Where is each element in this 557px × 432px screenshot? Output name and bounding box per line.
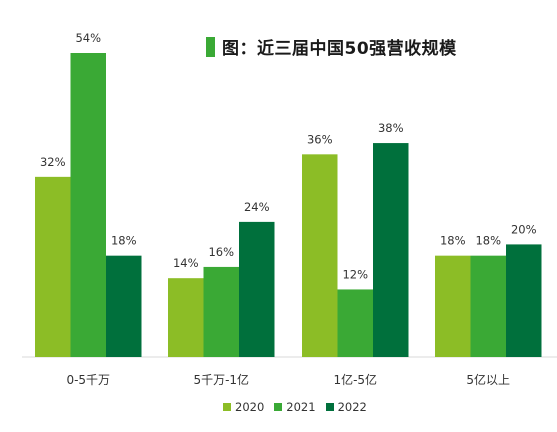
- value-labels-group: 32% 54% 18% 14% 16% 24% 36% 12% 38% 18% 18% 20%: [40, 31, 537, 281]
- legend-label-2022: 2022: [337, 400, 367, 414]
- bar-2020-2: [168, 278, 204, 357]
- legend-swatch-2020: [223, 403, 231, 411]
- value-label-2022-3: 38%: [378, 121, 404, 135]
- category-labels-group: 0-5千万 5千万-1亿 1亿-5亿 5亿以上: [66, 372, 510, 387]
- value-label-2022-1: 18%: [111, 234, 137, 248]
- bar-2022-2: [239, 221, 275, 357]
- category-label-1: 0-5千万: [66, 373, 110, 387]
- chart-title-text: 图：近三届中国50强营收规模: [222, 39, 457, 59]
- legend-item-2021: 2021: [274, 400, 316, 414]
- bars-group: [35, 53, 542, 357]
- category-label-4: 5亿以上: [466, 372, 510, 387]
- chart-title: 图：近三届中国50强营收规模: [206, 34, 457, 59]
- legend-label-2020: 2020: [235, 400, 265, 414]
- legend-swatch-2022: [325, 403, 334, 411]
- value-label-2020-3: 36%: [307, 132, 333, 146]
- bar-2022-4: [506, 244, 542, 357]
- bar-2020-4: [435, 255, 471, 357]
- legend-swatch-2021: [274, 403, 283, 411]
- chart-legend: 2020 2021 2022: [223, 400, 377, 414]
- legend-item-2020: 2020: [223, 400, 264, 414]
- legend-item-2022: 2022: [325, 400, 367, 414]
- value-label-2021-2: 16%: [208, 245, 234, 259]
- bar-2020-1: [35, 176, 71, 357]
- category-label-2: 5千万-1亿: [193, 372, 249, 387]
- bar-2021-3: [337, 289, 373, 357]
- bar-2022-1: [106, 255, 142, 357]
- category-label-3: 1亿-5亿: [333, 372, 377, 387]
- value-label-2020-1: 32%: [40, 155, 66, 169]
- value-label-2020-4: 18%: [440, 234, 466, 248]
- value-label-2021-1: 54%: [75, 31, 101, 45]
- bar-2022-3: [373, 143, 409, 357]
- value-label-2021-4: 18%: [475, 234, 501, 248]
- bar-2020-3: [302, 154, 338, 357]
- value-label-2022-4: 20%: [511, 222, 537, 236]
- title-marker: [206, 36, 215, 57]
- value-label-2021-3: 12%: [342, 267, 368, 281]
- bar-2021-2: [203, 266, 239, 357]
- value-label-2020-2: 14%: [173, 256, 199, 270]
- bar-2021-4: [470, 255, 506, 357]
- legend-label-2021: 2021: [286, 400, 316, 414]
- bar-2021-1: [70, 53, 106, 357]
- value-label-2022-2: 24%: [244, 200, 270, 214]
